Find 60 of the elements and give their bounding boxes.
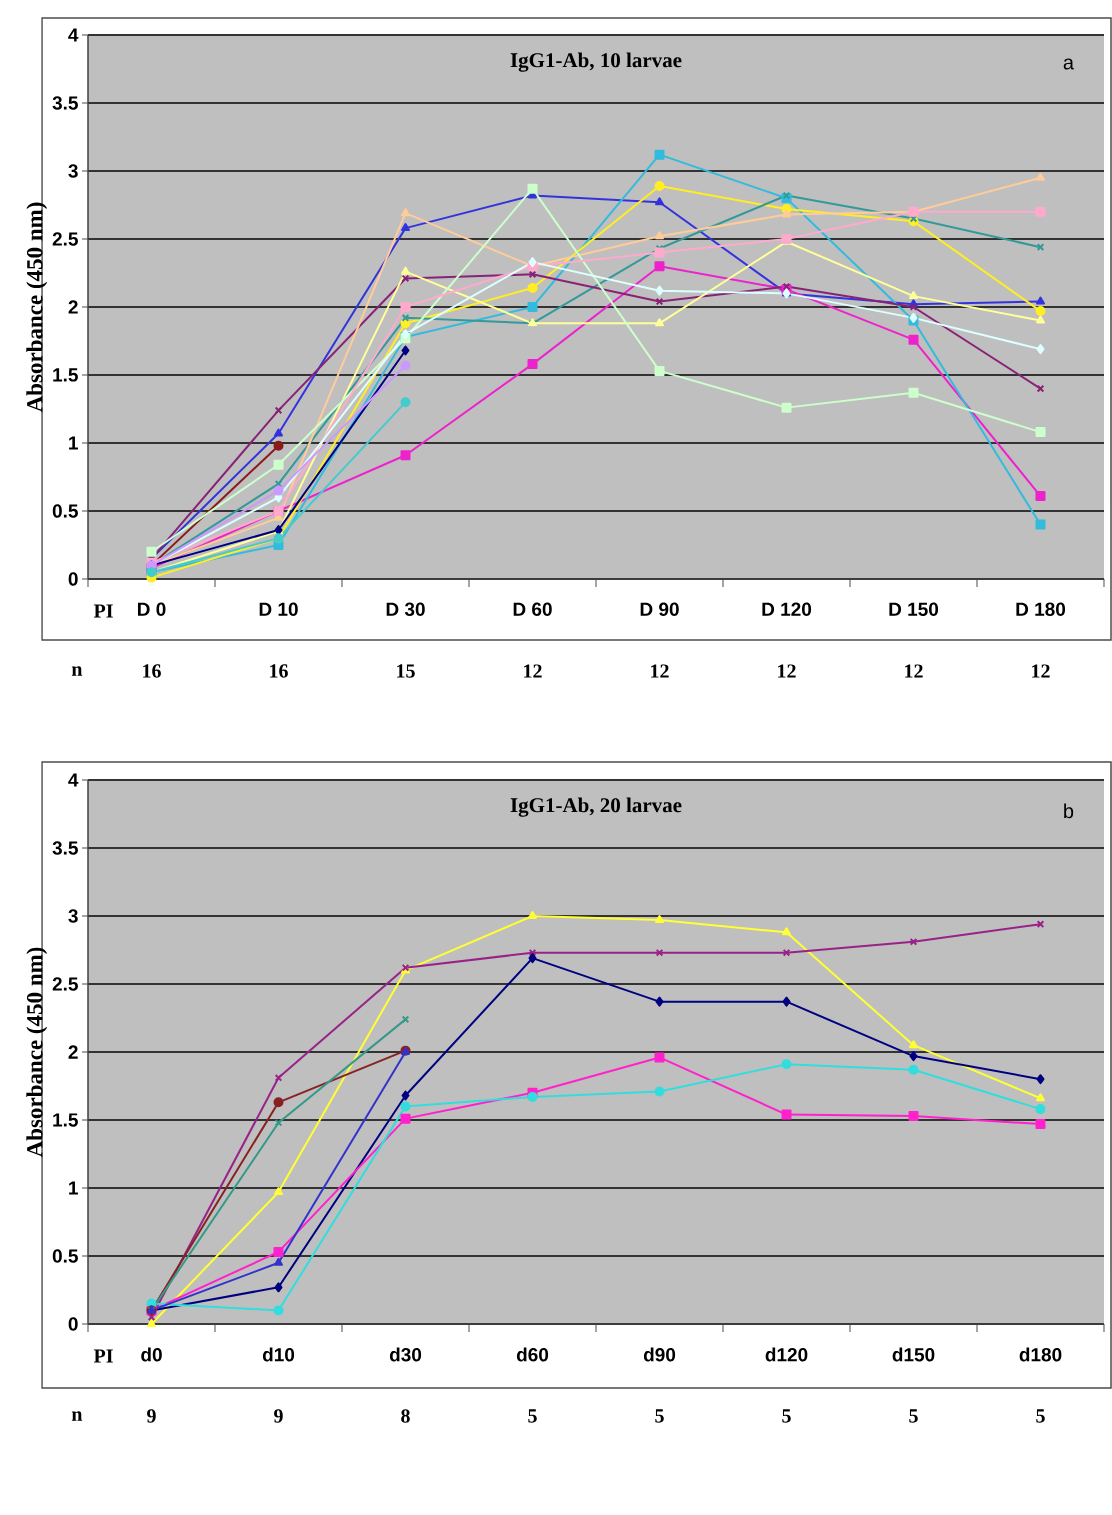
- text: 12: [778, 664, 796, 678]
- text: 9: [274, 1409, 283, 1423]
- y-tick-label: 2.5: [52, 232, 78, 246]
- text: 5: [655, 1409, 664, 1423]
- text: 16: [143, 664, 161, 678]
- text: 12: [1032, 664, 1050, 678]
- text: 12: [651, 664, 669, 678]
- y-tick-label: 1.5: [53, 368, 78, 382]
- x-tick-label: D 30: [386, 602, 425, 617]
- text: 8: [401, 1409, 410, 1423]
- y-tick-label: 1.5: [53, 1113, 78, 1127]
- text: IgG1-Ab, 20 larvae: [510, 797, 682, 817]
- y-tick-label: 0.5: [52, 504, 78, 518]
- x-tick-label: D 10: [259, 602, 298, 616]
- text: 5: [1036, 1409, 1045, 1423]
- text: 5: [909, 1409, 918, 1423]
- y-tick-label: 1: [69, 436, 78, 450]
- text: IgG1-Ab, 10 larvae: [510, 52, 682, 72]
- text: 5: [528, 1409, 537, 1423]
- y-tick-label: 0: [68, 1317, 78, 1331]
- y-axis-title: Absorbance (450 nm): [26, 947, 48, 1158]
- y-axis-title: Absorbance (450 nm): [26, 202, 48, 413]
- text: 9: [147, 1409, 156, 1423]
- text: b: [1064, 803, 1074, 819]
- x-tick-label: D 0: [137, 602, 166, 616]
- y-tick-label: 2: [68, 300, 78, 314]
- text: n: [71, 666, 83, 676]
- text: 12: [905, 664, 923, 678]
- text: n: [71, 1411, 83, 1421]
- y-tick-label: 2.5: [52, 977, 78, 991]
- y-tick-label: 1: [69, 1181, 78, 1195]
- y-tick-label: 3: [68, 909, 78, 923]
- y-tick-label: 3.5: [52, 841, 78, 855]
- text: PI: [93, 604, 113, 618]
- x-tick-label: d0: [141, 1347, 162, 1362]
- text: 15: [397, 664, 415, 678]
- x-tick-label: D 90: [640, 602, 679, 616]
- text: 16: [270, 664, 288, 678]
- text: 5: [782, 1409, 791, 1423]
- x-tick-label: d90: [643, 1347, 676, 1362]
- x-tick-label: d60: [516, 1347, 549, 1362]
- text: 12: [524, 664, 542, 678]
- y-tick-label: 2: [68, 1045, 78, 1059]
- x-tick-label: d120: [765, 1347, 808, 1362]
- y-tick-label: 3: [68, 164, 78, 178]
- y-tick-label: 0.5: [52, 1249, 78, 1263]
- x-tick-label: d10: [262, 1347, 295, 1362]
- x-tick-label: D 60: [513, 602, 552, 616]
- text: a: [1063, 58, 1074, 70]
- y-tick-label: 4: [68, 28, 79, 42]
- x-tick-label: D 150: [889, 602, 939, 616]
- x-tick-label: d150: [892, 1347, 935, 1362]
- x-tick-label: D 120: [762, 602, 812, 616]
- x-tick-label: D 180: [1016, 602, 1066, 616]
- y-tick-label: 3.5: [52, 96, 78, 110]
- text: PI: [93, 1349, 113, 1363]
- y-tick-label: 4: [68, 773, 79, 787]
- x-tick-label: d30: [389, 1347, 422, 1362]
- y-tick-label: 0: [68, 572, 78, 586]
- x-tick-label: d180: [1019, 1347, 1062, 1362]
